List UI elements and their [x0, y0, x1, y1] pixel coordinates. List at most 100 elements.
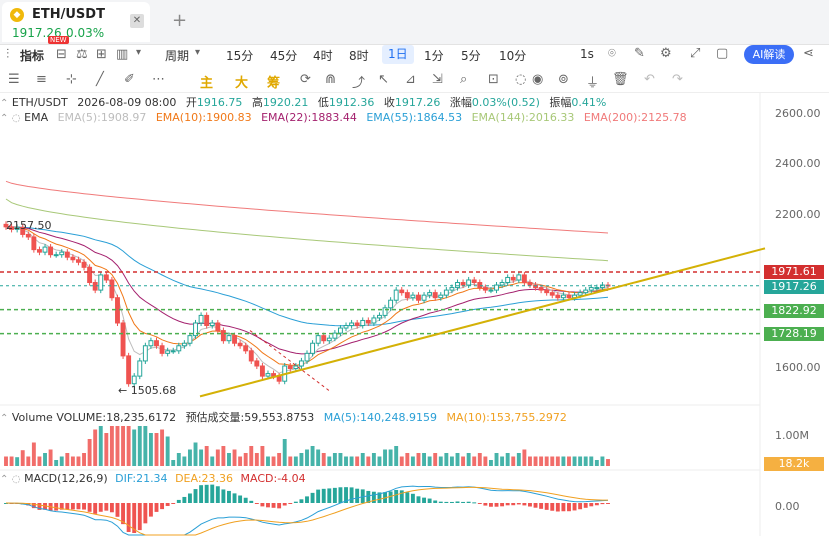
period-1d[interactable]: 1日: [382, 45, 414, 64]
macd-dea: DEA:23.36: [175, 472, 234, 485]
lock-icon[interactable]: ⊡: [488, 72, 499, 87]
volume-bar: [360, 453, 365, 466]
macd-bar: [271, 503, 276, 508]
volume-bar: [500, 456, 505, 466]
period-45m[interactable]: 45分: [270, 49, 298, 63]
volume-bar: [238, 456, 243, 466]
volume-bar: [305, 449, 309, 466]
candle-body: [404, 292, 410, 299]
volume-bar: [15, 457, 20, 466]
layers-icon[interactable]: ⊚: [558, 72, 569, 87]
undo-icon[interactable]: ↶: [644, 72, 655, 87]
indicator-button[interactable]: 指标: [20, 49, 45, 63]
candle-body: [148, 340, 154, 347]
macd-bar: [327, 488, 332, 503]
period-8h[interactable]: 8时: [349, 49, 369, 63]
camera-icon[interactable]: ⌾: [608, 46, 616, 61]
volume-bar: [344, 456, 348, 466]
candle-body: [115, 297, 120, 324]
chart-type-icon[interactable]: ▥: [116, 47, 129, 62]
candle-body: [438, 294, 444, 299]
chip-toggle[interactable]: 筹: [267, 76, 281, 91]
volume-bar: [26, 456, 31, 466]
big-order-toggle[interactable]: 大: [235, 76, 249, 91]
trash-icon[interactable]: 🗑: [612, 72, 629, 87]
macd-hide-icon[interactable]: ◌: [11, 474, 21, 485]
volume-bar: [533, 456, 538, 466]
macd-dif-line: [5, 485, 609, 536]
brush-icon[interactable]: ✐: [124, 72, 135, 87]
candle-body: [583, 289, 589, 294]
macd-bar: [483, 503, 488, 506]
ema-hide-icon[interactable]: ◌: [11, 113, 21, 124]
ruler-icon[interactable]: ⊿: [405, 72, 416, 87]
volume-bar: [528, 456, 532, 466]
filter-icon[interactable]: ⏚: [586, 76, 600, 91]
sync-icon[interactable]: ⟳: [300, 72, 311, 87]
volume-bar: [299, 453, 304, 466]
chevron-down-icon[interactable]: ▾: [136, 47, 142, 58]
fullscreen-icon[interactable]: ⤢: [690, 46, 701, 61]
period-15m[interactable]: 15分: [226, 49, 254, 63]
period-1m[interactable]: 1分: [424, 49, 444, 63]
candle-body: [120, 322, 126, 357]
candle-body: [516, 274, 522, 281]
macd-collapse-icon[interactable]: ⌃: [0, 474, 9, 485]
macd-bar: [589, 503, 594, 507]
list-icon[interactable]: ≡: [36, 72, 47, 87]
candle-body: [360, 319, 366, 327]
macd-bar: [243, 497, 248, 503]
trend-icon[interactable]: ⤴: [352, 76, 366, 91]
share-icon[interactable]: ⋖: [803, 46, 814, 61]
volume-bar: [544, 456, 549, 466]
volume-bar: [260, 446, 265, 466]
pencil-icon[interactable]: ✎: [634, 46, 645, 61]
macd-bar: [282, 503, 287, 506]
candle-body: [421, 294, 427, 301]
period-4h[interactable]: 4时: [313, 49, 333, 63]
volume-bar: [187, 449, 192, 466]
close-tab-icon[interactable]: ✕: [130, 14, 144, 28]
volume-bar: [293, 456, 298, 466]
expand-icon[interactable]: ▢: [716, 46, 729, 61]
more-tools-icon[interactable]: ⋯: [152, 72, 165, 87]
period-dropdown[interactable]: 周期: [165, 49, 190, 63]
candle-body: [449, 287, 455, 291]
period-chevron-icon[interactable]: ▾: [195, 47, 201, 58]
period-1s[interactable]: 1s: [580, 47, 594, 61]
zoom-icon[interactable]: ⌕: [460, 72, 468, 87]
price-axis-2200: 2200.00: [775, 208, 821, 221]
template-icon[interactable]: ⊞: [96, 47, 107, 62]
compare-icon[interactable]: ⚖: [76, 47, 88, 62]
add-tab-icon[interactable]: +: [172, 10, 188, 31]
layout-icon[interactable]: ⊟: [56, 47, 67, 62]
magnet-icon[interactable]: ⋒: [325, 72, 336, 87]
macd-bar: [126, 503, 131, 532]
indicator-icon[interactable]: ⫶: [6, 47, 10, 62]
collapse-icon[interactable]: ⌃: [0, 98, 9, 109]
eye-icon[interactable]: ◉: [532, 72, 544, 87]
crosshair-icon[interactable]: ⊹: [66, 72, 77, 87]
symbol-tab[interactable]: ◆ ETH/USDT 1917.26 0.03% ✕: [2, 2, 150, 42]
macd-bar: [93, 503, 98, 514]
menu-icon[interactable]: ☰: [8, 72, 20, 87]
settings-icon[interactable]: ⚙: [660, 46, 672, 61]
cursor-icon[interactable]: ↖: [378, 72, 389, 87]
hide-icon[interactable]: ◌: [515, 72, 527, 87]
volume-bar: [171, 460, 176, 466]
volume-collapse-icon[interactable]: ⌃: [0, 413, 9, 424]
macd-dea-line: [5, 486, 608, 536]
redo-icon[interactable]: ↷: [672, 72, 683, 87]
period-5m[interactable]: 5分: [461, 49, 481, 63]
candle-body: [165, 350, 171, 354]
ema-collapse-icon[interactable]: ⌃: [0, 113, 9, 124]
candle-body: [527, 282, 533, 286]
measure-icon[interactable]: ⇲: [432, 72, 443, 87]
line-tool-icon[interactable]: ╱: [96, 72, 104, 87]
ai-interpret-button[interactable]: AI解读: [744, 45, 794, 64]
period-10m[interactable]: 10分: [499, 49, 527, 63]
main-force-toggle[interactable]: 主: [200, 76, 214, 91]
macd-bar: [121, 503, 126, 525]
candle-body: [521, 274, 527, 284]
